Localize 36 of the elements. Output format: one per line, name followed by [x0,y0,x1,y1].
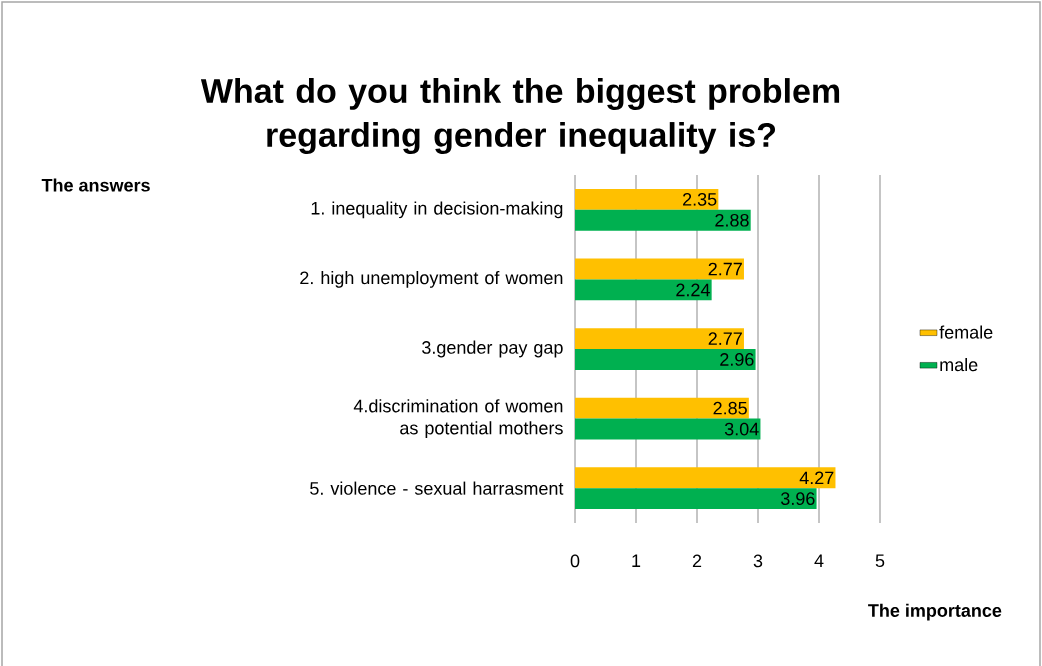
text: The answers [41,178,150,192]
x-tick-label: 2 [692,554,702,568]
bar [575,467,836,489]
data-label: 2.77 [708,332,742,345]
data-label: 4.27 [799,471,834,485]
x-tick-label: 3 [753,554,763,568]
bar [575,328,744,349]
bar [575,397,749,419]
y-tick-label: 1. inequality in decision-making [311,201,563,219]
data-label: 2.88 [715,213,749,227]
data-label: 2.85 [713,401,747,415]
x-tick-label: 4 [814,554,824,567]
x-tick-label: 0 [570,554,580,568]
data-label: 2.96 [720,353,754,366]
bar [575,258,744,280]
legend-label: male [940,357,978,372]
bar [575,209,751,231]
bar [575,349,756,370]
legend-label: female [939,325,993,339]
y-tick-label: 4.discrimination of women as potential mothers [353,399,563,438]
y-tick-label: 2. high unemployment of women [300,271,563,288]
bar [575,418,761,440]
data-label: 3.96 [781,492,815,506]
x-tick-label: 5 [875,554,885,568]
bar [575,188,719,210]
x-axis-title: The importance [868,603,1002,621]
data-label: 2.35 [683,193,717,206]
y-tick-label: 5. violence - sexual harrasment [310,481,564,495]
data-label: 3.04 [724,422,759,436]
y-tick-label: 3.gender pay gap [422,340,563,358]
data-label: 2.24 [676,283,710,297]
bar [575,279,712,301]
chart-title: What do you think the biggest problem regarding gender inequality is? [200,78,840,154]
data-label: 2.77 [708,262,742,276]
bar [575,488,817,510]
x-tick-label: 1 [632,554,641,567]
